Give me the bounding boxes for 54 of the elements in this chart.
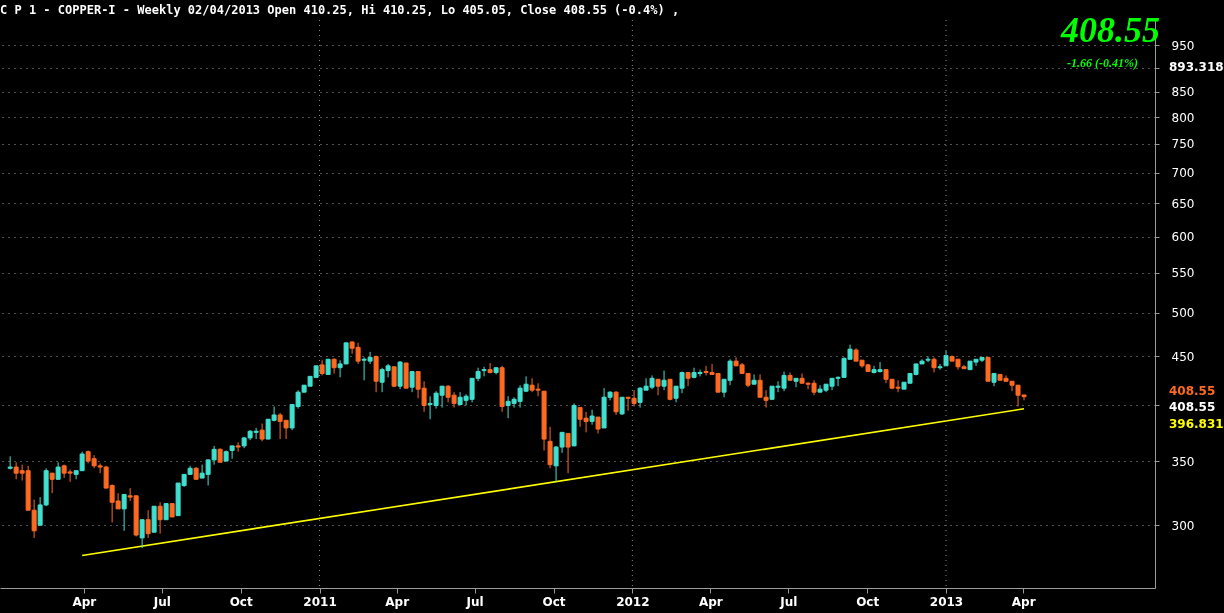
- candlestick: [139, 519, 145, 549]
- candlestick: [7, 455, 13, 470]
- candlestick: [751, 373, 757, 385]
- candlestick: [121, 493, 127, 532]
- candlestick: [661, 370, 667, 391]
- candlestick: [565, 432, 571, 474]
- text: 396.831: [1169, 417, 1224, 431]
- candlestick: [931, 356, 937, 373]
- y-tick-label: 700: [1171, 166, 1195, 181]
- x-tick-label: Jul: [779, 594, 798, 609]
- y-tick-label: 300: [1171, 518, 1195, 533]
- candlestick: [235, 441, 241, 453]
- chart-title: C P 1 - COPPER-I - Weekly 02/04/2013 Open 410.25, Hi 410.25, Lo 405.05, Close 408.55 (-0.4%) ,: [0, 3, 680, 17]
- candlestick: [985, 356, 991, 382]
- x-tick-label: 2013: [929, 594, 964, 609]
- text: 408.55: [1169, 384, 1216, 398]
- candlestick: [589, 409, 595, 426]
- candlestick: [481, 366, 487, 377]
- y-tick-label: 650: [1171, 196, 1195, 211]
- x-tick-label: Oct: [229, 594, 253, 609]
- candlestick: [229, 445, 235, 460]
- annotation: -1.66 (-0.41%): [1067, 56, 1138, 70]
- text: 408.55: [1169, 400, 1216, 414]
- candlestick: [487, 362, 493, 374]
- x-tick-label: Jul: [152, 594, 171, 609]
- y-tick-label: 350: [1171, 454, 1195, 469]
- x-tick-label: Apr: [1011, 594, 1036, 609]
- x-tick-label: Oct: [542, 594, 566, 609]
- text: 893.318: [1169, 60, 1224, 74]
- candlestick: [793, 377, 799, 388]
- candlestick: [547, 426, 553, 469]
- candlestick: [937, 363, 943, 371]
- y-tick-label: 600: [1171, 230, 1195, 245]
- candlestick: [145, 509, 151, 539]
- candlestick: [49, 472, 55, 494]
- candlestick: [409, 371, 415, 393]
- candlestick: [655, 378, 661, 396]
- x-tick-label: Apr: [72, 594, 97, 609]
- y-tick-label: 450: [1171, 349, 1195, 364]
- candlestick: [157, 501, 163, 535]
- x-tick-label: Oct: [856, 594, 880, 609]
- x-tick-label: Apr: [698, 594, 723, 609]
- candlestick: [613, 390, 619, 416]
- x-tick-label: 2012: [616, 594, 650, 609]
- x-tick-label: Jul: [465, 594, 484, 609]
- y-tick-label: 500: [1171, 306, 1195, 321]
- y-tick-label: 850: [1171, 85, 1195, 100]
- x-tick-label: 2011: [303, 594, 337, 609]
- y-tick-label: 800: [1171, 110, 1195, 125]
- candlestick: [685, 372, 691, 387]
- y-tick-label: 750: [1171, 137, 1195, 152]
- x-tick-label: Apr: [385, 594, 410, 609]
- y-tick-label: 550: [1171, 266, 1195, 281]
- y-tick-label: 950: [1171, 38, 1195, 53]
